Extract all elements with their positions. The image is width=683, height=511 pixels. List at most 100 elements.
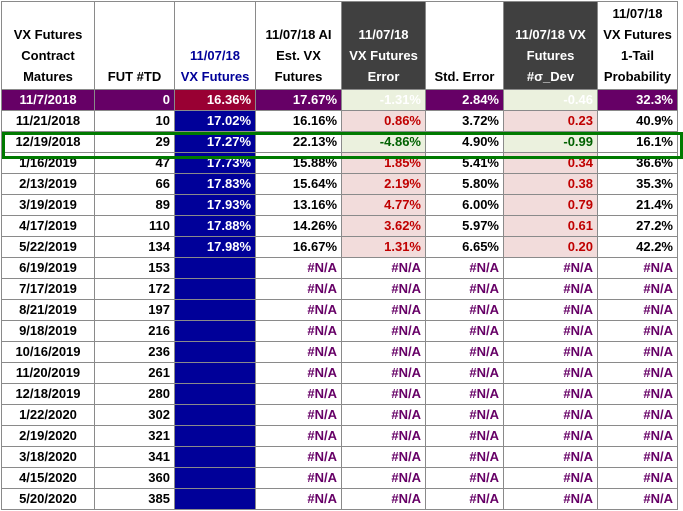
cell-futures-error: #N/A: [341, 362, 426, 384]
cell-vx-futures: 17.93%: [174, 194, 256, 216]
cell-one-tail-probability: 16.1%: [597, 131, 678, 153]
cell-contract-date: 9/18/2019: [1, 320, 95, 342]
cell-contract-date: 1/22/2020: [1, 404, 95, 426]
cell-contract-date: 10/16/2019: [1, 341, 95, 363]
cell-contract-date: 1/16/2019: [1, 152, 95, 174]
cell-ai-estimate: 17.67%: [255, 89, 342, 111]
header-ai-estimate: 11/07/18 AI Est. VX Futures: [255, 1, 342, 90]
cell-contract-date: 6/19/2019: [1, 257, 95, 279]
cell-futures-error: #N/A: [341, 404, 426, 426]
cell-sigma-dev: #N/A: [503, 446, 598, 468]
cell-vx-futures: 17.88%: [174, 215, 256, 237]
cell-futures-error: #N/A: [341, 278, 426, 300]
cell-vx-futures: [174, 383, 256, 405]
cell-fut-td: 153: [94, 257, 175, 279]
table-row: 10/16/2019 236 #N/A #N/A #N/A #N/A #N/A: [1, 341, 678, 363]
header-contract-matures: VX Futures Contract Matures: [1, 1, 95, 90]
cell-fut-td: 321: [94, 425, 175, 447]
cell-one-tail-probability: #N/A: [597, 467, 678, 489]
cell-std-error: #N/A: [425, 383, 504, 405]
cell-fut-td: 172: [94, 278, 175, 300]
cell-ai-estimate: 15.64%: [255, 173, 342, 195]
cell-std-error: 3.72%: [425, 110, 504, 132]
cell-ai-estimate: #N/A: [255, 425, 342, 447]
cell-std-error: 5.41%: [425, 152, 504, 174]
cell-std-error: 5.97%: [425, 215, 504, 237]
cell-ai-estimate: #N/A: [255, 488, 342, 510]
cell-contract-date: 2/19/2020: [1, 425, 95, 447]
cell-vx-futures: 17.83%: [174, 173, 256, 195]
cell-vx-futures: [174, 488, 256, 510]
cell-std-error: #N/A: [425, 425, 504, 447]
cell-contract-date: 11/7/2018: [1, 89, 95, 111]
cell-futures-error: #N/A: [341, 299, 426, 321]
cell-vx-futures: 17.02%: [174, 110, 256, 132]
cell-one-tail-probability: 36.6%: [597, 152, 678, 174]
cell-sigma-dev: #N/A: [503, 425, 598, 447]
cell-sigma-dev: #N/A: [503, 404, 598, 426]
header-fut-td: FUT #TD: [94, 1, 175, 90]
cell-one-tail-probability: 40.9%: [597, 110, 678, 132]
cell-contract-date: 8/21/2019: [1, 299, 95, 321]
cell-fut-td: 385: [94, 488, 175, 510]
cell-ai-estimate: 16.67%: [255, 236, 342, 258]
cell-vx-futures: 16.36%: [174, 89, 256, 111]
cell-one-tail-probability: #N/A: [597, 446, 678, 468]
cell-vx-futures: [174, 341, 256, 363]
cell-std-error: #N/A: [425, 467, 504, 489]
cell-one-tail-probability: 21.4%: [597, 194, 678, 216]
cell-fut-td: 280: [94, 383, 175, 405]
cell-futures-error: #N/A: [341, 341, 426, 363]
cell-ai-estimate: 16.16%: [255, 110, 342, 132]
cell-fut-td: 29: [94, 131, 175, 153]
cell-ai-estimate: #N/A: [255, 467, 342, 489]
cell-std-error: #N/A: [425, 278, 504, 300]
cell-futures-error: 1.31%: [341, 236, 426, 258]
cell-futures-error: #N/A: [341, 257, 426, 279]
cell-sigma-dev: 0.20: [503, 236, 598, 258]
cell-contract-date: 11/20/2019: [1, 362, 95, 384]
cell-std-error: #N/A: [425, 320, 504, 342]
cell-futures-error: #N/A: [341, 425, 426, 447]
cell-ai-estimate: #N/A: [255, 362, 342, 384]
cell-one-tail-probability: #N/A: [597, 383, 678, 405]
cell-one-tail-probability: #N/A: [597, 257, 678, 279]
cell-one-tail-probability: 27.2%: [597, 215, 678, 237]
header-sigma-dev: 11/07/18 VX Futures #σ_Dev: [503, 1, 598, 90]
cell-std-error: 2.84%: [425, 89, 504, 111]
cell-vx-futures: [174, 446, 256, 468]
table-row: 12/19/2018 29 17.27% 22.13% -4.86% 4.90% -0.99…: [1, 131, 678, 153]
cell-std-error: #N/A: [425, 341, 504, 363]
cell-sigma-dev: #N/A: [503, 299, 598, 321]
cell-contract-date: 12/18/2019: [1, 383, 95, 405]
cell-one-tail-probability: #N/A: [597, 341, 678, 363]
cell-fut-td: 66: [94, 173, 175, 195]
cell-futures-error: 4.77%: [341, 194, 426, 216]
cell-sigma-dev: 0.61: [503, 215, 598, 237]
cell-std-error: #N/A: [425, 299, 504, 321]
header-std-error: Std. Error: [425, 1, 504, 90]
cell-ai-estimate: #N/A: [255, 404, 342, 426]
cell-contract-date: 12/19/2018: [1, 131, 95, 153]
cell-one-tail-probability: #N/A: [597, 362, 678, 384]
table-row: 5/20/2020 385 #N/A #N/A #N/A #N/A #N/A: [1, 488, 678, 510]
cell-vx-futures: 17.98%: [174, 236, 256, 258]
cell-fut-td: 110: [94, 215, 175, 237]
cell-futures-error: -1.31%: [341, 89, 426, 111]
cell-contract-date: 5/20/2020: [1, 488, 95, 510]
cell-futures-error: 3.62%: [341, 215, 426, 237]
table-row: 6/19/2019 153 #N/A #N/A #N/A #N/A #N/A: [1, 257, 678, 279]
table-row: 11/7/2018 0 16.36% 17.67% -1.31% 2.84% -0.46 32…: [1, 89, 678, 111]
cell-fut-td: 0: [94, 89, 175, 111]
cell-fut-td: 134: [94, 236, 175, 258]
cell-std-error: #N/A: [425, 446, 504, 468]
cell-ai-estimate: #N/A: [255, 383, 342, 405]
cell-std-error: #N/A: [425, 488, 504, 510]
cell-sigma-dev: #N/A: [503, 341, 598, 363]
cell-futures-error: #N/A: [341, 488, 426, 510]
cell-std-error: #N/A: [425, 257, 504, 279]
cell-vx-futures: 17.27%: [174, 131, 256, 153]
cell-ai-estimate: #N/A: [255, 278, 342, 300]
cell-std-error: #N/A: [425, 404, 504, 426]
